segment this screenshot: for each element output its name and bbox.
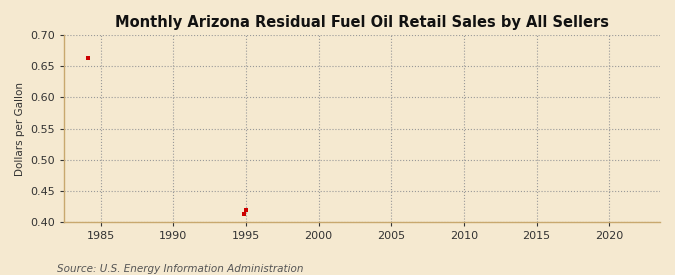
Y-axis label: Dollars per Gallon: Dollars per Gallon — [15, 81, 25, 175]
Title: Monthly Arizona Residual Fuel Oil Retail Sales by All Sellers: Monthly Arizona Residual Fuel Oil Retail… — [115, 15, 609, 30]
Text: Source: U.S. Energy Information Administration: Source: U.S. Energy Information Administ… — [57, 264, 304, 274]
